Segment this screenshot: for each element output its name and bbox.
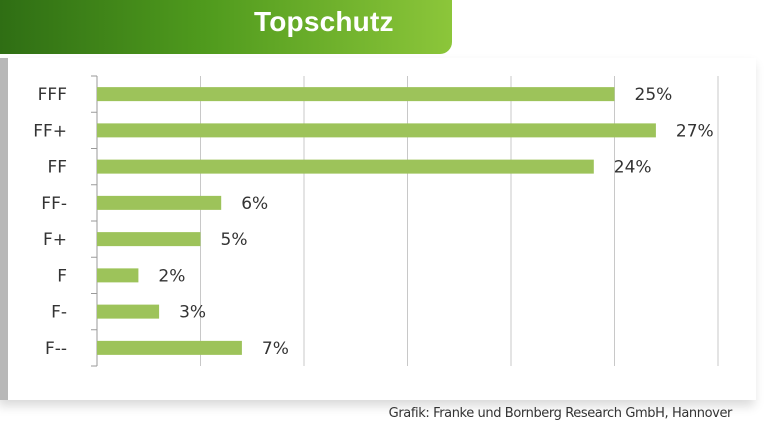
category-label: F <box>57 266 67 286</box>
category-label: FFF <box>38 85 67 105</box>
bar <box>97 304 160 319</box>
category-label: F- <box>51 303 67 323</box>
category-label: F-- <box>45 339 67 359</box>
bar <box>97 232 201 247</box>
bar <box>97 268 139 283</box>
value-label: 6% <box>241 194 268 214</box>
bar <box>97 159 594 174</box>
category-label: FF <box>47 158 67 178</box>
value-label: 3% <box>179 303 206 323</box>
value-label: 24% <box>614 158 652 178</box>
bar <box>97 195 222 210</box>
value-label: 25% <box>635 85 673 105</box>
category-label: F+ <box>43 230 67 250</box>
value-label: 7% <box>262 339 289 359</box>
header-band: Topschutz <box>0 0 452 54</box>
bar <box>97 87 615 102</box>
value-label: 27% <box>676 121 714 141</box>
category-label: FF- <box>41 194 67 214</box>
bar <box>97 123 656 138</box>
value-label: 5% <box>221 230 248 250</box>
source-note: Grafik: Franke und Bornberg Research Gmb… <box>388 406 733 421</box>
value-label: 2% <box>158 266 185 286</box>
bar <box>97 340 242 355</box>
category-label: FF+ <box>33 121 67 141</box>
chart-title: Topschutz <box>254 6 394 37</box>
